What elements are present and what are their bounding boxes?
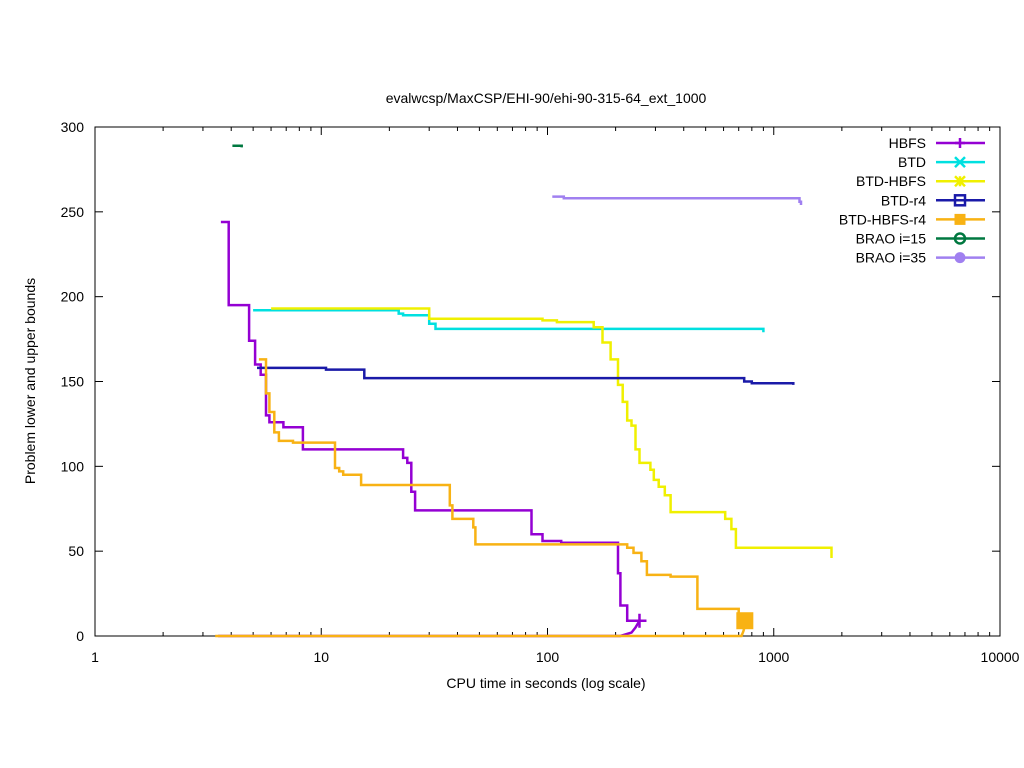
series-upper-line: [552, 195, 803, 205]
legend-marker: [953, 232, 967, 245]
legend-marker: [954, 213, 966, 225]
series-btd-r4: [257, 366, 795, 385]
legend-label: BTD-HBFS: [856, 173, 926, 189]
legend-label: BTD-HBFS-r4: [839, 211, 926, 227]
series-upper-line: [220, 220, 640, 622]
y-tick-label: 300: [61, 119, 85, 135]
legend-entry-btd-hbfs: BTD-HBFS: [856, 173, 985, 189]
x-tick-label: 10: [313, 649, 329, 665]
legend-label: BTD: [898, 154, 926, 170]
legend-marker: [954, 156, 966, 168]
series-layer: [215, 144, 833, 638]
series-upper-line: [271, 307, 833, 558]
series-brao-i-35: [552, 195, 803, 205]
series-hbfs: [218, 220, 647, 638]
legend-label: BRAO i=35: [856, 250, 927, 266]
legend: HBFS BTD BTD-HBFS BTD-r4 BTD-HBFS-r4 BRAO i=1…: [839, 135, 985, 266]
legend-entry-btd-r4: BTD-r4: [881, 192, 985, 208]
legend-entry-hbfs: HBFS: [889, 135, 985, 151]
y-tick-label: 150: [61, 374, 85, 390]
series-btd-hbfs-r4: [215, 358, 754, 638]
legend-marker: [953, 194, 967, 207]
series-upper-line: [253, 308, 765, 333]
series-upper-line: [258, 358, 747, 622]
legend-label: HBFS: [889, 135, 926, 151]
y-tick-label: 50: [68, 543, 84, 559]
series-upper-line: [232, 144, 243, 148]
plot-frame: [94, 126, 1001, 637]
x-tick-label: 1000: [758, 649, 789, 665]
series-lower-line: [215, 620, 748, 638]
legend-entry-brao-i-15: BRAO i=15: [856, 231, 985, 247]
legend-marker: [954, 175, 966, 188]
series-btd: [253, 308, 765, 333]
series-upper-line: [257, 366, 795, 385]
x-tick-label: 100: [536, 649, 560, 665]
data-point-marker: [632, 613, 647, 628]
chart-title: evalwcsp/MaxCSP/EHI-90/ehi-90-315-64_ext…: [386, 90, 707, 106]
legend-entry-btd-hbfs-r4: BTD-HBFS-r4: [839, 211, 985, 227]
legend-label: BTD-r4: [881, 192, 926, 208]
y-tick-label: 0: [76, 628, 84, 644]
x-tick-label: 1: [91, 649, 99, 665]
data-point-marker: [736, 612, 754, 630]
legend-entry-brao-i-35: BRAO i=35: [856, 250, 985, 266]
x-tick-label: 10000: [981, 649, 1020, 665]
x-axis-label: CPU time in seconds (log scale): [446, 675, 645, 691]
series-btd-hbfs: [271, 307, 833, 558]
legend-entry-btd: BTD: [898, 154, 985, 170]
y-axis: 0 50 100 150 200 250 300: [61, 119, 1000, 644]
y-axis-label: Problem lower and upper bounds: [22, 278, 38, 484]
y-tick-label: 250: [61, 204, 85, 220]
y-tick-label: 100: [61, 458, 85, 474]
series-brao-i-15: [232, 144, 243, 148]
x-axis: 1 10 100 1000 10000: [91, 127, 1020, 665]
legend-label: BRAO i=15: [856, 231, 927, 247]
legend-marker: [955, 138, 965, 148]
y-tick-label: 200: [61, 289, 85, 305]
legend-marker: [954, 252, 966, 264]
